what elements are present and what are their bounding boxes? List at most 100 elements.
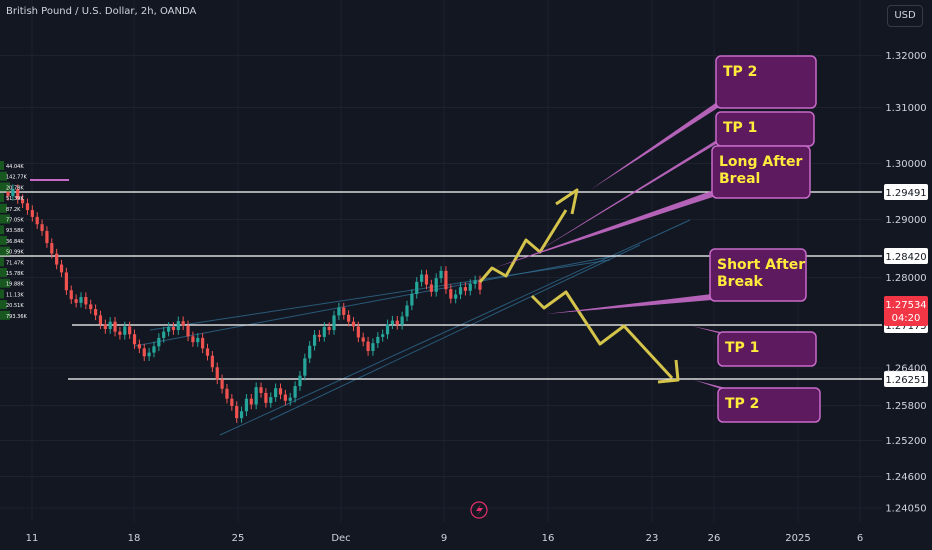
callout-pointer xyxy=(494,190,716,268)
volume-label: 93.58K xyxy=(6,228,24,234)
price-level-label: 1.28420 xyxy=(885,252,926,263)
volume-bar xyxy=(0,278,10,288)
short-arrowhead xyxy=(657,359,680,384)
x-axis-tick-label: 26 xyxy=(708,533,721,544)
candle-body xyxy=(25,203,30,211)
candle-body xyxy=(434,278,438,292)
candle-body xyxy=(366,341,370,352)
trend-line xyxy=(149,259,611,331)
y-axis-tick-label: 1.25200 xyxy=(885,436,926,447)
candle-body xyxy=(244,398,249,412)
volume-bar xyxy=(0,246,10,256)
candle-body xyxy=(347,314,351,322)
candle-body xyxy=(439,270,443,279)
callout-text: TP 1 xyxy=(725,340,759,356)
callout-tp-1[interactable]: TP 1 xyxy=(692,326,817,367)
short-projection-path xyxy=(530,290,674,380)
lightning-icon[interactable] xyxy=(470,501,488,519)
candle-body xyxy=(59,264,64,273)
candle-body xyxy=(16,189,20,200)
candle-body xyxy=(157,337,161,347)
candle-body xyxy=(264,392,268,403)
candle-body xyxy=(400,316,404,325)
volume-label: 19.88K xyxy=(6,282,24,288)
candle-body xyxy=(254,387,258,405)
candle-body xyxy=(332,315,336,331)
candle-body xyxy=(74,299,78,303)
callout-text: Breal xyxy=(719,171,760,187)
callout-box xyxy=(709,248,807,302)
callout-text: Short After xyxy=(717,257,805,273)
candle-body xyxy=(176,321,180,331)
candle-body xyxy=(35,216,39,225)
callout-tp-2[interactable]: TP 2 xyxy=(694,380,821,423)
price-level-lines[interactable]: 1.29491 1.28420 1.27175 1.26251 xyxy=(0,184,928,387)
volume-label: 15.78K xyxy=(6,271,24,277)
candle-body xyxy=(6,191,10,196)
candle-body xyxy=(249,398,253,405)
candle-body xyxy=(108,321,112,330)
candle-body xyxy=(283,394,287,401)
volume-label: 71.47K xyxy=(6,260,24,266)
candle-body xyxy=(69,290,73,300)
volume-label: 77.05K xyxy=(6,218,24,224)
projection-arrows xyxy=(478,188,680,384)
candle-body xyxy=(312,334,317,346)
callout-box xyxy=(717,387,821,423)
current-price-badge[interactable] xyxy=(884,296,928,326)
candle-body xyxy=(128,326,132,335)
candle-body xyxy=(308,345,312,359)
candle-body xyxy=(420,274,424,282)
candle-body xyxy=(239,411,244,419)
x-axis-tick-label: 11 xyxy=(26,533,39,544)
candle-body xyxy=(390,320,395,325)
candle-body xyxy=(162,331,166,338)
volume-bar xyxy=(0,203,7,213)
candle-body xyxy=(89,304,93,310)
callout-pointer xyxy=(546,294,712,314)
x-axis[interactable]: 11 18 25 Dec 9 16 23 26 2025 6 xyxy=(26,533,864,544)
candle-body xyxy=(288,397,292,401)
current-price-label: 1.27534 xyxy=(885,300,926,311)
candle-body xyxy=(55,253,59,265)
candle-body xyxy=(152,346,156,353)
volume-bar xyxy=(0,171,7,181)
y-axis-tick-label: 1.29000 xyxy=(885,215,926,226)
candle-body xyxy=(147,352,151,357)
volume-bar xyxy=(0,161,4,170)
candle-body xyxy=(235,406,239,419)
volume-bar xyxy=(0,193,4,203)
trend-line xyxy=(269,244,641,421)
candle-body xyxy=(40,224,44,232)
price-level-badge[interactable] xyxy=(884,248,928,264)
callout-tp-1[interactable]: TP 1 xyxy=(530,111,815,256)
price-level-badge[interactable] xyxy=(884,184,928,200)
callout-pointer xyxy=(530,138,726,256)
candle-body xyxy=(191,336,195,343)
callout-text: TP 2 xyxy=(725,396,759,412)
candle-body xyxy=(327,326,331,331)
callout-box xyxy=(717,331,817,367)
candle-body xyxy=(293,386,297,398)
trend-line xyxy=(134,254,621,347)
volume-bar xyxy=(0,214,10,224)
candle-body xyxy=(123,326,127,335)
callout-tp-2[interactable]: TP 2 xyxy=(590,55,817,190)
candle-body xyxy=(444,270,448,290)
candle-body xyxy=(64,272,68,291)
price-level-badge[interactable] xyxy=(884,371,928,387)
candle-body xyxy=(181,321,185,326)
candle-body xyxy=(103,324,107,330)
volume-label: 50.99K xyxy=(6,250,24,256)
candle-body xyxy=(225,388,229,399)
currency-selector[interactable]: USD xyxy=(887,5,923,27)
candle-body xyxy=(351,321,356,327)
y-axis[interactable]: 1.32000 1.31000 1.30000 1.29000 1.28000 1.264… xyxy=(884,51,928,515)
candle-body xyxy=(259,387,263,393)
candle-body xyxy=(356,326,360,338)
candle-body xyxy=(20,199,25,204)
